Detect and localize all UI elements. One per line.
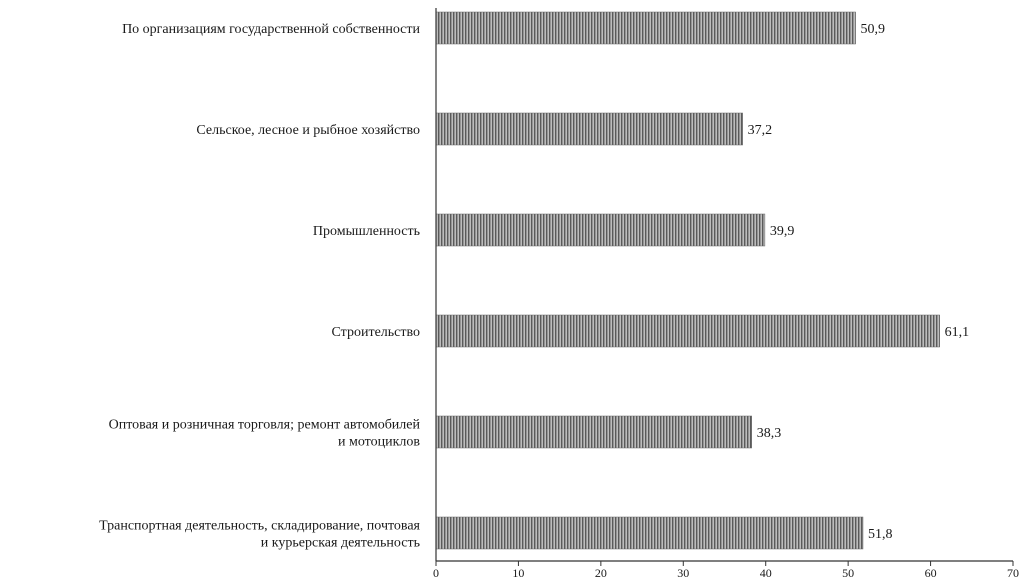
x-tick-label: 30 — [677, 566, 689, 577]
data-label: 51,8 — [868, 527, 893, 542]
category-label: Строительство — [332, 325, 420, 340]
data-label: 37,2 — [748, 123, 773, 138]
bar — [435, 314, 940, 348]
category-label: Транспортная деятельность, складирование… — [99, 519, 420, 534]
x-tick-label: 10 — [512, 566, 524, 577]
data-label: 39,9 — [770, 224, 795, 239]
bar — [435, 516, 864, 550]
bars-group: 50,9 По организациям государственной собс… — [99, 11, 970, 551]
bar — [435, 415, 752, 449]
category-label: По организациям государственной собствен… — [122, 22, 420, 37]
data-label: 61,1 — [945, 325, 970, 340]
category-label: и мотоциклов — [338, 435, 420, 450]
x-tick-label: 20 — [595, 566, 607, 577]
category-label: Промышленность — [313, 224, 420, 239]
x-tick-label: 0 — [433, 566, 439, 577]
data-label: 50,9 — [861, 22, 886, 37]
bar — [435, 213, 766, 247]
data-label: 38,3 — [757, 426, 782, 441]
category-label: Сельское, лесное и рыбное хозяйство — [196, 123, 420, 138]
category-label: и курьерская деятельность — [261, 536, 420, 551]
x-tick-label: 70 — [1007, 566, 1019, 577]
x-tick-label: 60 — [925, 566, 937, 577]
category-label: Оптовая и розничная торговля; ремонт авт… — [109, 418, 421, 433]
bar — [435, 112, 743, 146]
x-tick-label: 50 — [842, 566, 854, 577]
bar — [435, 11, 856, 45]
x-axis: 0 10 20 30 40 50 60 70 — [433, 8, 1019, 577]
x-tick-label: 40 — [760, 566, 772, 577]
